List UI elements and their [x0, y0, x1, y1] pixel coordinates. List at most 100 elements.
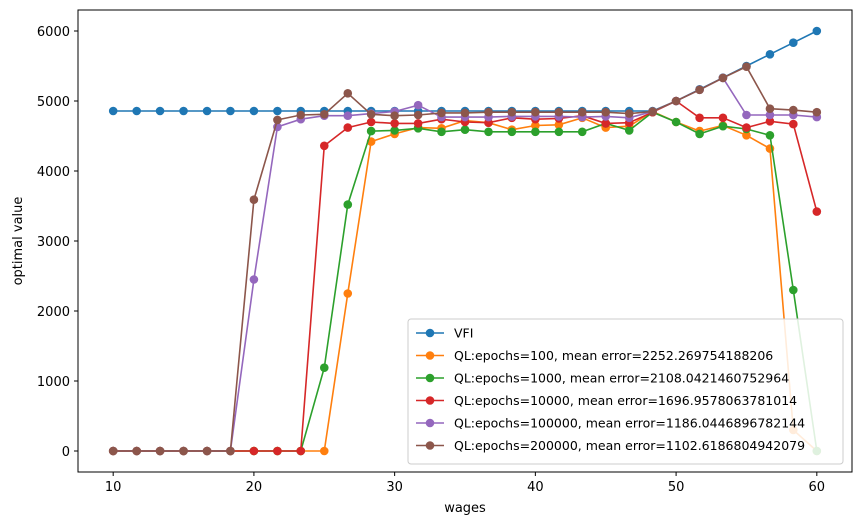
data-point — [507, 107, 517, 117]
data-point — [155, 106, 165, 116]
legend-item-3: QL:epochs=10000, mean error=1696.9578063… — [416, 393, 797, 408]
data-point — [343, 89, 353, 98]
data-point — [671, 117, 681, 127]
y-tick-label: 3000 — [37, 235, 70, 250]
data-point — [249, 106, 259, 116]
x-tick-label: 60 — [809, 480, 826, 495]
data-point — [179, 106, 188, 116]
x-tick-label: 10 — [105, 480, 122, 495]
data-point — [155, 446, 165, 456]
data-point — [249, 446, 259, 456]
data-point — [742, 123, 751, 132]
x-tick-label: 40 — [527, 480, 544, 495]
y-tick-label: 0 — [62, 445, 70, 460]
data-point — [413, 100, 423, 110]
x-tick-label: 20 — [246, 480, 263, 495]
data-point — [343, 200, 353, 209]
data-point — [742, 131, 751, 140]
legend-item-0: VFI — [416, 326, 473, 341]
data-point — [296, 446, 306, 456]
data-point — [343, 123, 353, 132]
data-point — [789, 285, 798, 295]
data-point — [554, 107, 564, 117]
plot-area — [108, 26, 822, 456]
data-point — [319, 446, 329, 456]
data-point — [695, 85, 704, 95]
y-tick-label: 6000 — [37, 25, 70, 40]
data-point — [531, 127, 540, 137]
data-point — [531, 107, 540, 117]
data-point — [484, 127, 493, 137]
data-point — [273, 446, 282, 456]
legend-label: VFI — [454, 326, 473, 341]
data-point — [249, 275, 259, 284]
data-point — [601, 119, 611, 128]
series-5 — [108, 62, 822, 456]
data-point — [718, 73, 728, 83]
data-point — [273, 106, 282, 116]
legend-item-4: QL:epochs=100000, mean error=1186.044689… — [416, 416, 805, 431]
data-point — [437, 127, 446, 137]
y-tick-label: 4000 — [37, 165, 70, 180]
data-point — [108, 106, 118, 116]
data-point — [718, 121, 728, 131]
data-point — [366, 117, 376, 127]
data-point — [812, 207, 822, 216]
data-point — [179, 446, 188, 456]
x-axis-label: wages — [444, 501, 486, 516]
legend-box — [407, 318, 844, 465]
data-point — [765, 131, 775, 140]
data-point — [789, 38, 798, 47]
data-point — [624, 126, 634, 135]
legend-marker — [425, 418, 435, 428]
data-point — [366, 110, 376, 119]
data-point — [789, 105, 798, 115]
legend-marker — [425, 351, 435, 360]
data-point — [226, 106, 235, 116]
axes: 10 20 30 40 50 60 0 1000 2000 3000 4000 5000 6000 — [37, 9, 853, 495]
data-point — [108, 446, 118, 456]
data-point — [765, 50, 775, 59]
data-point — [671, 96, 681, 106]
data-point — [577, 127, 587, 137]
legend-label: QL:epochs=10000, mean error=1696.9578063… — [454, 393, 797, 408]
legend-label: QL:epochs=200000, mean error=1102.618680… — [454, 438, 805, 453]
data-point — [507, 127, 517, 137]
data-point — [742, 62, 751, 71]
data-point — [319, 110, 329, 119]
legend-marker — [425, 328, 435, 338]
data-point — [577, 107, 587, 117]
data-point — [554, 127, 564, 137]
data-point — [812, 107, 822, 117]
data-point — [296, 110, 306, 120]
data-point — [413, 110, 423, 120]
data-point — [273, 115, 282, 125]
legend-marker — [425, 441, 435, 450]
y-axis-label: optimal value — [11, 197, 26, 286]
data-point — [390, 119, 399, 128]
data-point — [226, 446, 235, 456]
data-point — [812, 26, 822, 36]
data-point — [390, 126, 399, 135]
legend-item-1: QL:epochs=100, mean error=2252.269754188… — [416, 348, 773, 363]
data-point — [695, 129, 704, 139]
x-tick-label: 50 — [668, 480, 685, 495]
data-point — [484, 107, 493, 117]
data-point — [132, 446, 141, 456]
data-point — [765, 117, 775, 126]
legend-marker — [425, 396, 435, 405]
data-point — [601, 107, 611, 117]
data-point — [648, 107, 657, 116]
legend-label: QL:epochs=100, mean error=2252.269754188… — [454, 348, 773, 363]
data-point — [765, 110, 775, 120]
data-point — [554, 120, 564, 130]
y-tick-label: 1000 — [37, 375, 70, 390]
data-point — [390, 111, 399, 120]
legend-label: QL:epochs=100000, mean error=1186.044689… — [454, 416, 805, 431]
data-point — [437, 108, 446, 118]
data-point — [695, 113, 704, 123]
y-tick-label: 5000 — [37, 95, 70, 110]
data-point — [366, 126, 376, 136]
y-tick-label: 2000 — [37, 305, 70, 320]
